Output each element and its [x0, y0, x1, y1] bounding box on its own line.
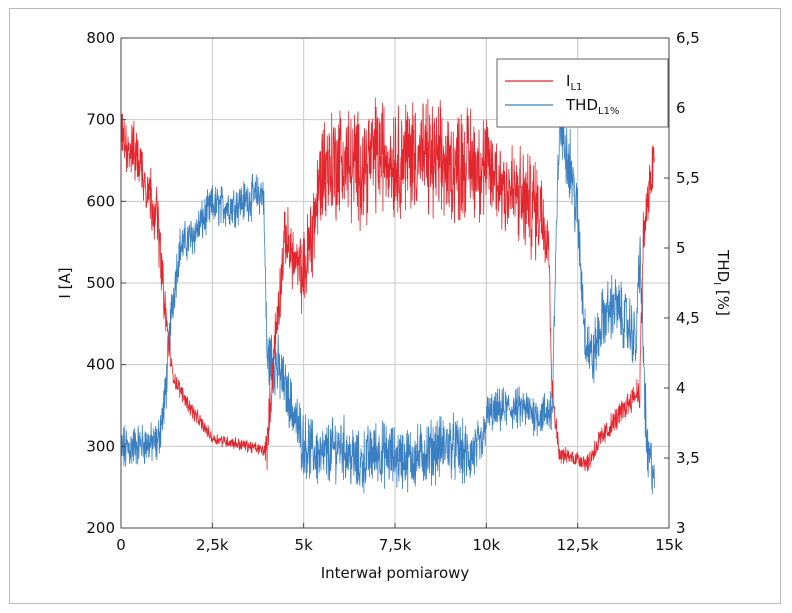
x-tick-label: 7,5k [379, 536, 412, 554]
y-right-tick-label: 4 [676, 379, 686, 397]
y-right-tick-label: 5 [676, 239, 686, 257]
y-left-tick-label: 700 [86, 111, 115, 129]
series-line-thd [121, 88, 655, 495]
y-right-axis-ticks: 3 3,5 4 4,5 5 5,5 6 6,5 [664, 29, 700, 537]
x-tick-label: 10k [472, 536, 500, 554]
x-tick-label: 2,5k [196, 536, 229, 554]
y-right-tick-label: 5,5 [676, 169, 700, 187]
y-left-axis-label: I [A] [56, 267, 74, 298]
legend-label-thd: THDL1% [565, 96, 619, 117]
y-right-axis-label-main: THD [714, 249, 732, 282]
legend-label-thd-main: THD [565, 96, 598, 114]
y-right-tick-label: 3,5 [676, 449, 700, 467]
y-left-axis-ticks: 200 300 400 500 600 700 800 [86, 29, 126, 537]
y-left-tick-label: 800 [86, 29, 115, 47]
legend-label-current: IL1 [566, 72, 582, 93]
y-left-tick-label: 300 [86, 437, 115, 455]
series-line-current [121, 97, 655, 472]
legend-label-current-sub: L1 [570, 82, 582, 93]
x-tick-label: 12,5k [557, 536, 599, 554]
x-axis-ticks: 0 2,5k 5k 7,5k 10k 12,5k 15k [116, 523, 683, 554]
y-left-tick-label: 500 [86, 274, 115, 292]
y-right-tick-label: 4,5 [676, 309, 700, 327]
legend-box [496, 58, 669, 128]
plot-area [121, 88, 655, 495]
y-right-axis-label-unit: [%] [714, 285, 732, 316]
y-left-tick-label: 400 [86, 356, 115, 374]
y-right-tick-label: 6,5 [676, 29, 700, 47]
legend-label-current-main: I [566, 72, 570, 90]
legend-label-thd-sub: L1% [598, 106, 619, 117]
x-tick-label: 0 [116, 536, 126, 554]
y-right-axis-label-sub: I [711, 282, 722, 285]
legend: IL1 THDL1% [496, 58, 669, 128]
y-right-tick-label: 3 [676, 519, 686, 537]
x-tick-label: 15k [655, 536, 683, 554]
y-left-tick-label: 200 [86, 519, 115, 537]
y-right-tick-label: 6 [676, 99, 686, 117]
x-tick-label: 5k [295, 536, 314, 554]
x-axis-label: Interwał pomiarowy [321, 564, 470, 582]
y-left-tick-label: 600 [86, 192, 115, 210]
y-right-axis-label: THDI [%] [711, 249, 732, 316]
